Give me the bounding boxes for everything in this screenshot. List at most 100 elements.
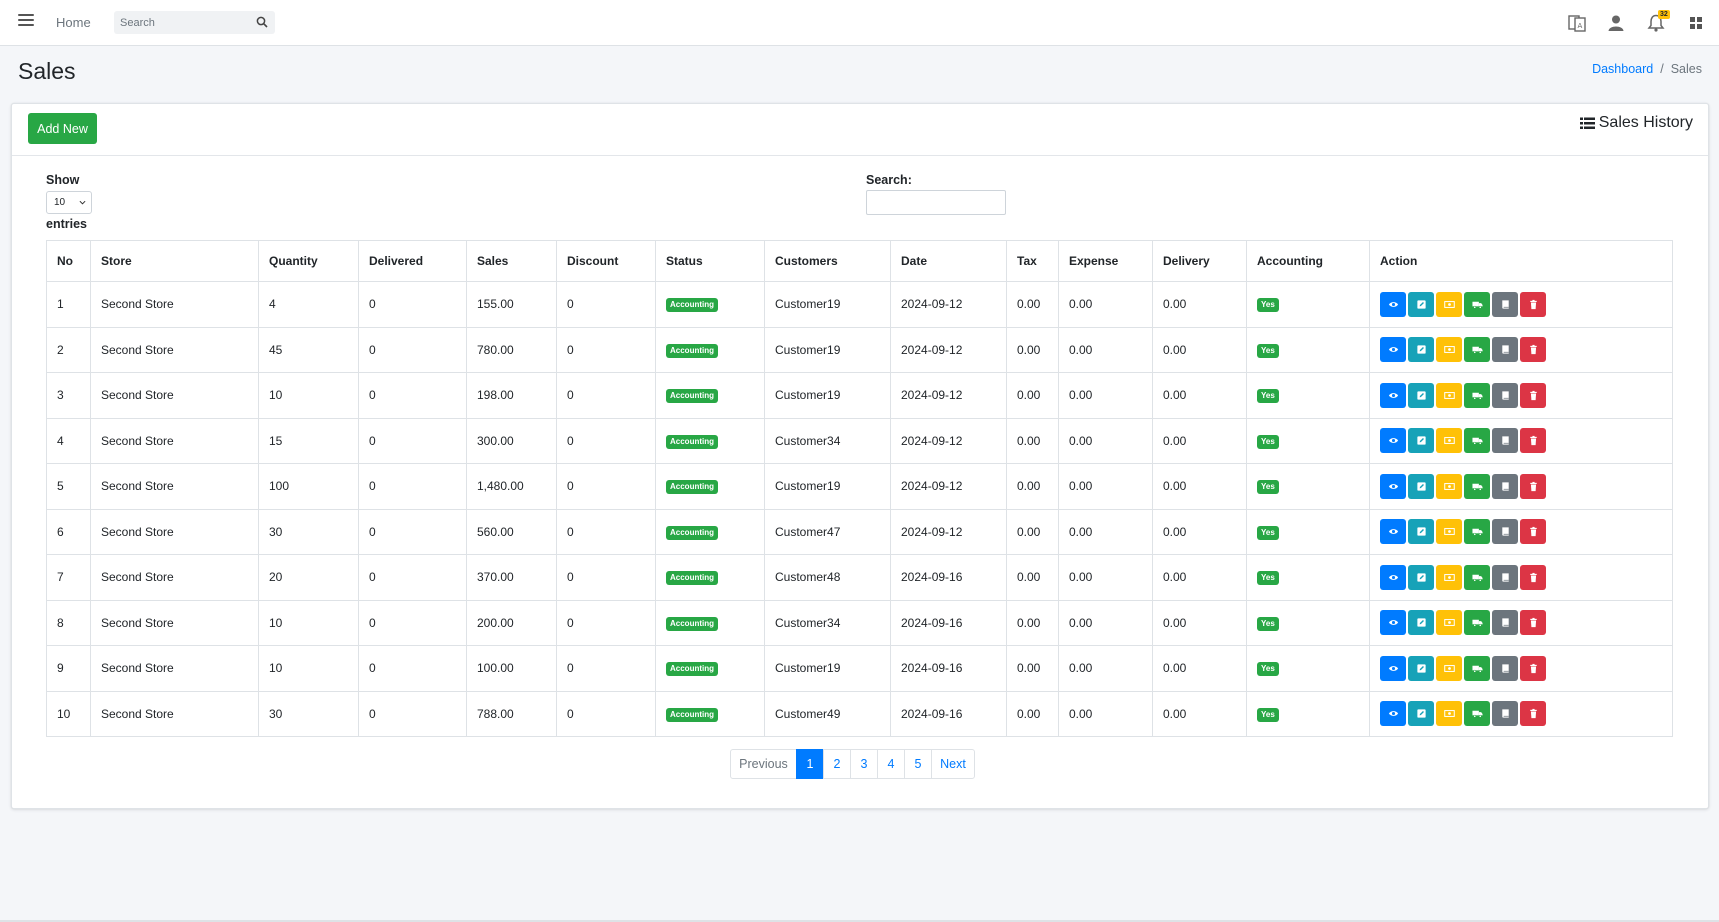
payment-button[interactable] <box>1436 701 1462 727</box>
breadcrumb-dashboard-link[interactable]: Dashboard <box>1592 62 1654 76</box>
menu-icon[interactable] <box>18 14 34 28</box>
col-store[interactable]: Store <box>90 240 259 282</box>
delivery-button[interactable] <box>1464 382 1490 408</box>
delete-button[interactable] <box>1520 428 1546 454</box>
delivery-button[interactable] <box>1464 337 1490 363</box>
ledger-button[interactable] <box>1492 701 1518 727</box>
col-delivery[interactable]: Delivery <box>1152 240 1247 282</box>
navbar-search-input[interactable] <box>114 11 252 34</box>
payment-button[interactable] <box>1436 564 1462 590</box>
user-icon[interactable] <box>1606 13 1626 33</box>
view-button[interactable] <box>1380 291 1406 317</box>
col-date[interactable]: Date <box>890 240 1007 282</box>
cell-delivered: 0 <box>358 463 467 510</box>
pagination-page-5[interactable]: 5 <box>904 749 932 779</box>
edit-button[interactable] <box>1408 291 1434 317</box>
payment-button[interactable] <box>1436 291 1462 317</box>
delete-button[interactable] <box>1520 473 1546 499</box>
ledger-button[interactable] <box>1492 564 1518 590</box>
ledger-button[interactable] <box>1492 610 1518 636</box>
view-button[interactable] <box>1380 382 1406 408</box>
delete-button[interactable] <box>1520 337 1546 363</box>
cell-action <box>1369 372 1673 419</box>
edit-button[interactable] <box>1408 610 1434 636</box>
payment-button[interactable] <box>1436 337 1462 363</box>
view-button[interactable] <box>1380 655 1406 681</box>
delete-button[interactable] <box>1520 382 1546 408</box>
pagination-page-1[interactable]: 1 <box>796 749 824 779</box>
edit-button[interactable] <box>1408 519 1434 545</box>
cell-expense: 0.00 <box>1058 372 1153 419</box>
ledger-button[interactable] <box>1492 337 1518 363</box>
view-button[interactable] <box>1380 610 1406 636</box>
col-discount[interactable]: Discount <box>556 240 656 282</box>
translate-icon[interactable]: A <box>1567 13 1587 33</box>
status-badge: Accounting <box>666 434 718 449</box>
delete-button[interactable] <box>1520 701 1546 727</box>
edit-button[interactable] <box>1408 337 1434 363</box>
view-button[interactable] <box>1380 473 1406 499</box>
edit-button[interactable] <box>1408 564 1434 590</box>
edit-button[interactable] <box>1408 382 1434 408</box>
accounting-badge: Yes <box>1257 707 1279 722</box>
add-new-button[interactable]: Add New <box>28 113 97 144</box>
col-quantity[interactable]: Quantity <box>258 240 359 282</box>
edit-button[interactable] <box>1408 473 1434 499</box>
delivery-button[interactable] <box>1464 291 1490 317</box>
entries-length-select[interactable]: 10 <box>46 191 92 214</box>
col-expense[interactable]: Expense <box>1058 240 1153 282</box>
row-actions <box>1380 564 1662 590</box>
pagination-page-2[interactable]: 2 <box>823 749 851 779</box>
pagination-page-4[interactable]: 4 <box>877 749 905 779</box>
col-tax[interactable]: Tax <box>1006 240 1059 282</box>
notifications-button[interactable]: 32 <box>1646 10 1670 33</box>
ledger-button[interactable] <box>1492 655 1518 681</box>
col-no[interactable]: No <box>46 240 91 282</box>
view-button[interactable] <box>1380 428 1406 454</box>
col-status[interactable]: Status <box>655 240 765 282</box>
view-button[interactable] <box>1380 337 1406 363</box>
nav-home-link[interactable]: Home <box>56 15 91 30</box>
delete-button[interactable] <box>1520 564 1546 590</box>
payment-button[interactable] <box>1436 428 1462 454</box>
col-sales[interactable]: Sales <box>466 240 557 282</box>
pagination-next[interactable]: Next <box>931 749 975 779</box>
edit-button[interactable] <box>1408 655 1434 681</box>
payment-button[interactable] <box>1436 473 1462 499</box>
cell-delivered: 0 <box>358 690 467 737</box>
col-accounting[interactable]: Accounting <box>1246 240 1370 282</box>
delivery-button[interactable] <box>1464 701 1490 727</box>
delivery-button[interactable] <box>1464 564 1490 590</box>
payment-button[interactable] <box>1436 519 1462 545</box>
delete-button[interactable] <box>1520 291 1546 317</box>
edit-button[interactable] <box>1408 428 1434 454</box>
delete-button[interactable] <box>1520 610 1546 636</box>
row-actions <box>1380 473 1662 499</box>
pagination-page-3[interactable]: 3 <box>850 749 878 779</box>
view-button[interactable] <box>1380 564 1406 590</box>
ledger-button[interactable] <box>1492 428 1518 454</box>
delivery-button[interactable] <box>1464 610 1490 636</box>
pagination-previous[interactable]: Previous <box>730 749 797 779</box>
col-delivered[interactable]: Delivered <box>358 240 467 282</box>
apps-grid-icon[interactable] <box>1686 13 1706 33</box>
delivery-button[interactable] <box>1464 655 1490 681</box>
delete-button[interactable] <box>1520 655 1546 681</box>
view-button[interactable] <box>1380 701 1406 727</box>
ledger-button[interactable] <box>1492 473 1518 499</box>
search-icon[interactable] <box>256 16 268 28</box>
ledger-button[interactable] <box>1492 519 1518 545</box>
delivery-button[interactable] <box>1464 473 1490 499</box>
payment-button[interactable] <box>1436 610 1462 636</box>
delivery-button[interactable] <box>1464 519 1490 545</box>
view-button[interactable] <box>1380 519 1406 545</box>
delete-button[interactable] <box>1520 519 1546 545</box>
ledger-button[interactable] <box>1492 291 1518 317</box>
ledger-button[interactable] <box>1492 382 1518 408</box>
payment-button[interactable] <box>1436 382 1462 408</box>
delivery-button[interactable] <box>1464 428 1490 454</box>
edit-button[interactable] <box>1408 701 1434 727</box>
payment-button[interactable] <box>1436 655 1462 681</box>
col-customers[interactable]: Customers <box>764 240 891 282</box>
table-search-input[interactable] <box>866 190 1006 215</box>
